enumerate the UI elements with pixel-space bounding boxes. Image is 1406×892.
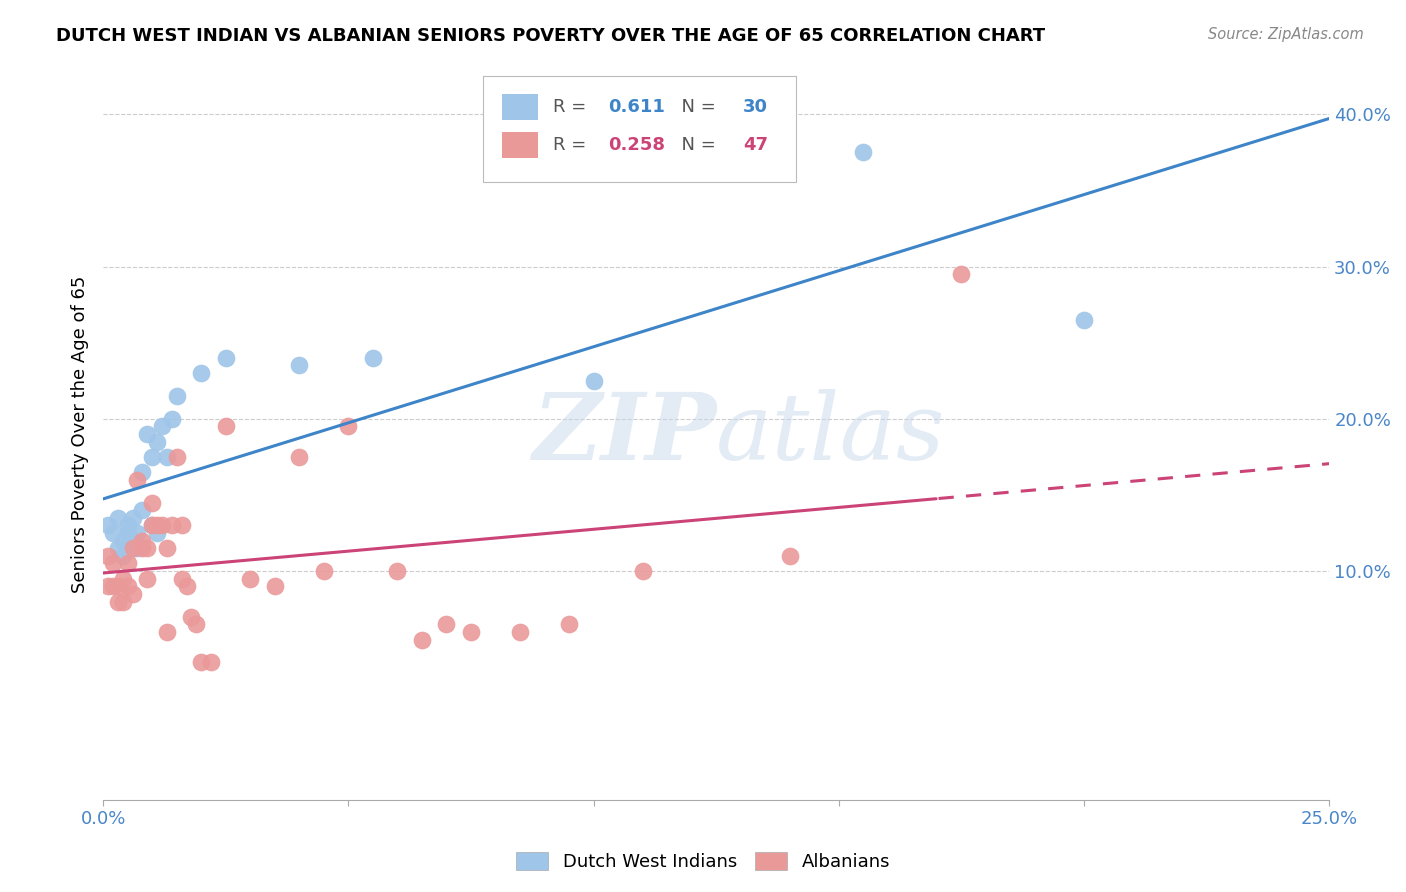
Point	[121, 587, 143, 601]
Point	[121, 510, 143, 524]
Point	[141, 495, 163, 509]
FancyBboxPatch shape	[502, 95, 538, 120]
Point	[136, 427, 159, 442]
Point	[180, 609, 202, 624]
Point	[190, 366, 212, 380]
Point	[312, 564, 335, 578]
FancyBboxPatch shape	[502, 133, 538, 158]
Point	[141, 450, 163, 464]
Point	[150, 419, 173, 434]
Point	[97, 518, 120, 533]
Point	[127, 473, 149, 487]
Point	[111, 572, 134, 586]
Text: 0.611: 0.611	[609, 98, 665, 116]
Point	[288, 359, 311, 373]
Text: N =: N =	[669, 98, 721, 116]
Point	[215, 419, 238, 434]
Point	[131, 465, 153, 479]
Point	[239, 572, 262, 586]
Point	[190, 656, 212, 670]
Point	[156, 450, 179, 464]
Point	[111, 533, 134, 548]
Point	[170, 518, 193, 533]
Point	[361, 351, 384, 365]
Point	[156, 625, 179, 640]
Point	[186, 617, 208, 632]
Point	[558, 617, 581, 632]
Point	[150, 518, 173, 533]
Point	[131, 541, 153, 556]
Point	[141, 518, 163, 533]
Point	[852, 145, 875, 160]
Point	[582, 374, 605, 388]
Point	[117, 557, 139, 571]
Text: R =: R =	[553, 136, 592, 154]
Text: atlas: atlas	[716, 389, 946, 479]
Point	[160, 518, 183, 533]
Text: DUTCH WEST INDIAN VS ALBANIAN SENIORS POVERTY OVER THE AGE OF 65 CORRELATION CHA: DUTCH WEST INDIAN VS ALBANIAN SENIORS PO…	[56, 27, 1046, 45]
Point	[101, 526, 124, 541]
Point	[121, 533, 143, 548]
Text: 30: 30	[744, 98, 768, 116]
Point	[136, 572, 159, 586]
Point	[411, 632, 433, 647]
Point	[200, 656, 222, 670]
Point	[460, 625, 482, 640]
Point	[170, 572, 193, 586]
Point	[166, 389, 188, 403]
Point	[146, 526, 169, 541]
Point	[950, 267, 973, 281]
Point	[131, 503, 153, 517]
Point	[101, 579, 124, 593]
Legend: Dutch West Indians, Albanians: Dutch West Indians, Albanians	[509, 845, 897, 879]
Point	[117, 579, 139, 593]
Text: Source: ZipAtlas.com: Source: ZipAtlas.com	[1208, 27, 1364, 42]
Point	[127, 526, 149, 541]
Point	[166, 450, 188, 464]
Point	[146, 518, 169, 533]
Point	[107, 594, 129, 608]
Text: R =: R =	[553, 98, 592, 116]
Point	[117, 518, 139, 533]
Point	[387, 564, 409, 578]
Point	[107, 510, 129, 524]
Point	[127, 541, 149, 556]
Point	[779, 549, 801, 563]
Text: 0.258: 0.258	[609, 136, 665, 154]
Point	[97, 549, 120, 563]
Point	[337, 419, 360, 434]
Point	[111, 549, 134, 563]
Point	[263, 579, 285, 593]
Point	[509, 625, 531, 640]
Point	[288, 450, 311, 464]
Point	[117, 526, 139, 541]
Point	[215, 351, 238, 365]
Point	[121, 541, 143, 556]
Y-axis label: Seniors Poverty Over the Age of 65: Seniors Poverty Over the Age of 65	[72, 276, 89, 592]
Point	[97, 579, 120, 593]
Point	[160, 411, 183, 425]
Point	[436, 617, 458, 632]
Point	[111, 594, 134, 608]
Point	[146, 434, 169, 449]
FancyBboxPatch shape	[484, 76, 796, 182]
Point	[176, 579, 198, 593]
Text: ZIP: ZIP	[531, 389, 716, 479]
Point	[107, 541, 129, 556]
Text: 47: 47	[744, 136, 768, 154]
Point	[107, 579, 129, 593]
Text: N =: N =	[669, 136, 721, 154]
Point	[101, 557, 124, 571]
Point	[141, 518, 163, 533]
Point	[136, 541, 159, 556]
Point	[1073, 313, 1095, 327]
Point	[156, 541, 179, 556]
Point	[631, 564, 654, 578]
Point	[131, 533, 153, 548]
